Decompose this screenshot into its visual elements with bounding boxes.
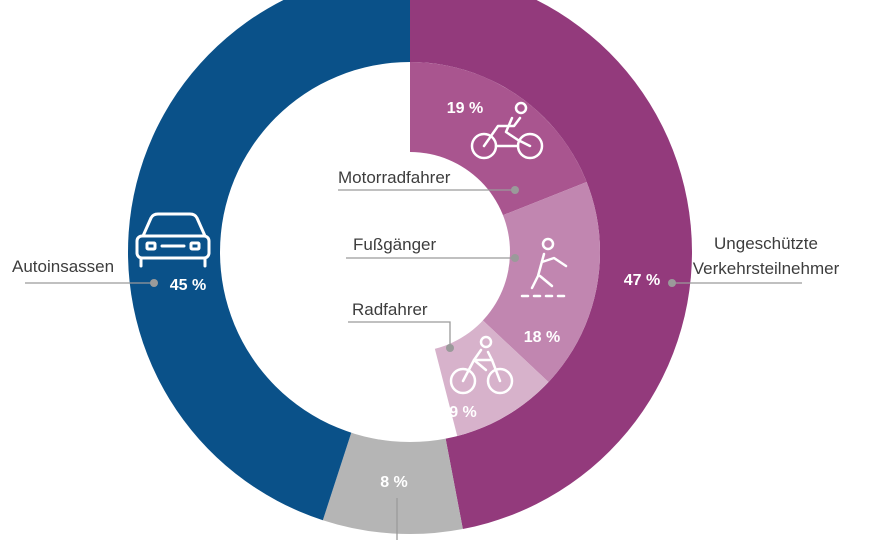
inner-slice-motorradfahrer [410, 62, 587, 217]
leader-dots [150, 186, 676, 352]
label-fussgaenger: Fußgänger [353, 235, 436, 254]
label-autoinsassen: Autoinsassen [12, 257, 114, 276]
car-icon [135, 212, 211, 268]
value-fussgaenger: 18 % [524, 329, 560, 346]
leader-dot-autoinsassen [150, 279, 158, 287]
label-ungeschuetzte-line2: Verkehrsteilnehmer [693, 259, 840, 278]
leader-dot-motorradfahrer [511, 186, 519, 194]
value-grey-slice: 8 % [380, 474, 408, 491]
inner-slice-radfahrer [433, 317, 549, 437]
center-hole [310, 152, 510, 352]
leader-line-radfahrer [348, 321, 451, 348]
pedestrian-icon [520, 237, 568, 298]
inner-slice-fu-g-nger [479, 182, 601, 383]
inner-ring-slices [410, 62, 601, 437]
bicycle-icon [449, 335, 514, 395]
value-motorradfahrer: 19 % [447, 100, 483, 117]
value-autoinsassen: 45 % [170, 277, 206, 294]
leader-dot-ungeschuetzte [668, 279, 676, 287]
leader-dot-radfahrer [446, 344, 454, 352]
leader-dot-fussgaenger [511, 254, 519, 262]
label-radfahrer: Radfahrer [352, 300, 428, 319]
motorcycle-icon [470, 101, 544, 160]
label-ungeschuetzte-line1: Ungeschützte [714, 234, 818, 253]
label-motorradfahrer: Motorradfahrer [338, 168, 451, 187]
leader-lines [25, 189, 802, 540]
value-radfahrer: 9 % [449, 404, 477, 421]
value-ungeschuetzte: 47 % [624, 272, 660, 289]
